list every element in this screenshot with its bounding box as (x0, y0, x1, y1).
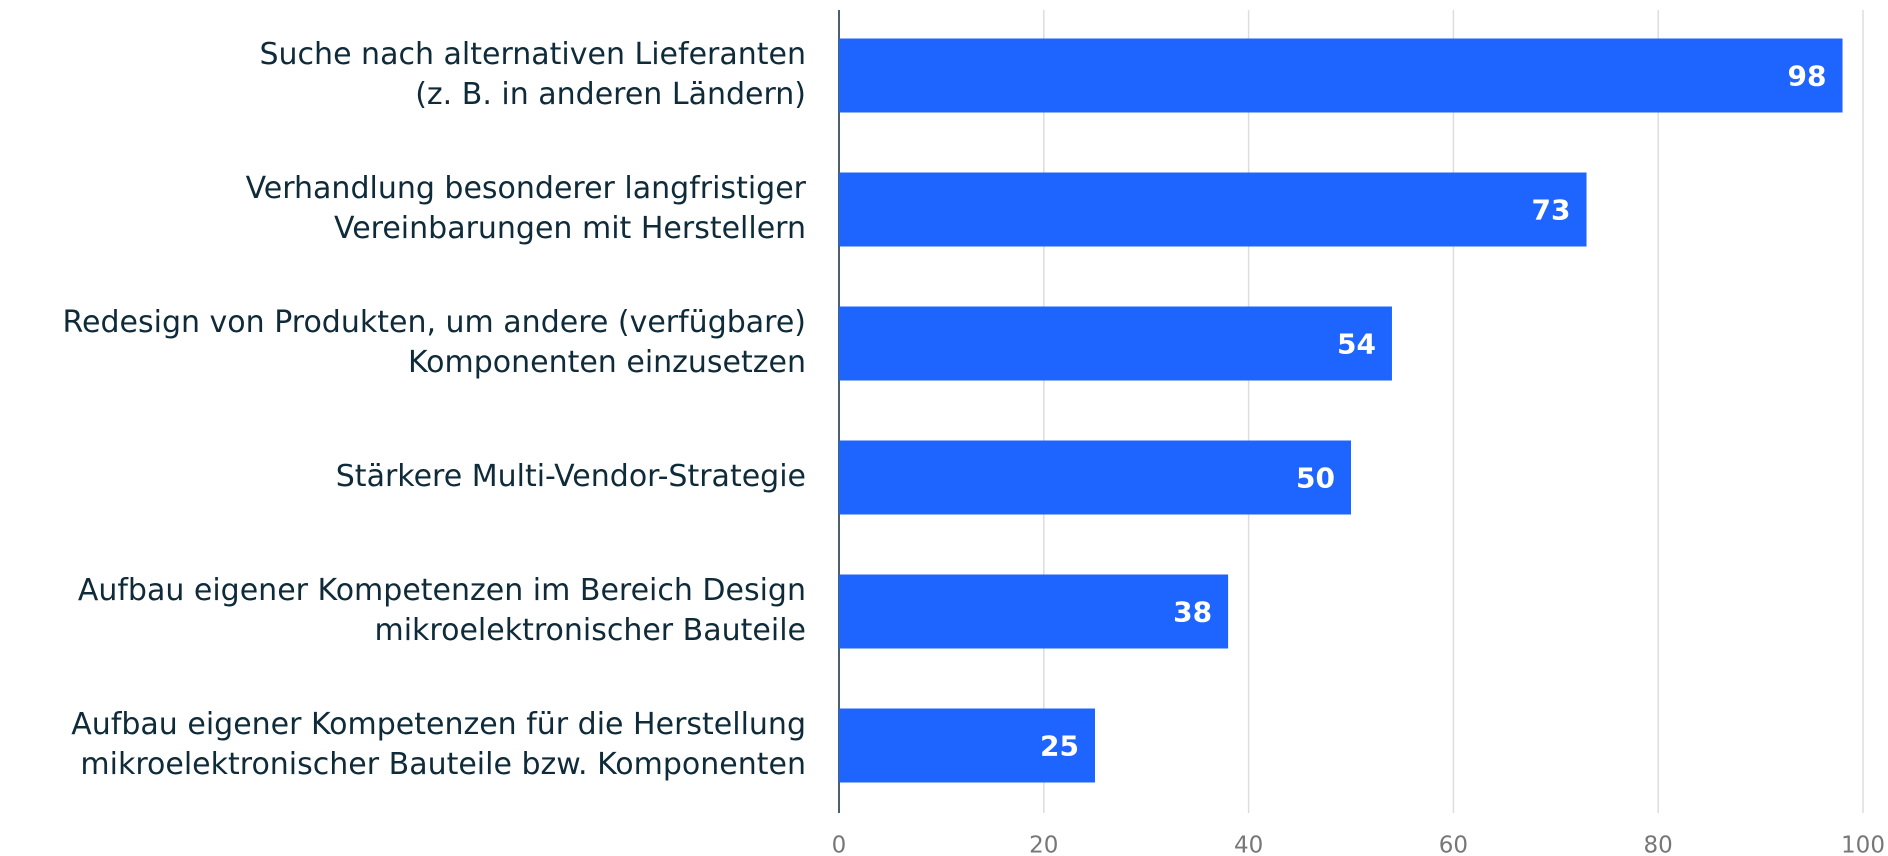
value-label: 73 (1532, 194, 1571, 227)
category-label: Vereinbarungen mit Herstellern (334, 211, 806, 246)
value-label: 25 (1040, 730, 1079, 763)
category-label: Redesign von Produkten, um andere (verfü… (63, 305, 806, 340)
category-label: Stärkere Multi-Vendor-Strategie (336, 459, 806, 494)
category-label: Komponenten einzusetzen (408, 345, 806, 380)
x-tick-label: 20 (1029, 833, 1058, 856)
category-label: mikroelektronischer Bauteile (374, 613, 806, 648)
x-tick-label: 100 (1841, 833, 1885, 856)
bar (839, 38, 1843, 113)
category-label: (z. B. in anderen Ländern) (415, 77, 806, 112)
value-label: 50 (1296, 462, 1335, 495)
value-label: 54 (1337, 328, 1376, 361)
x-tick-label: 0 (832, 833, 847, 856)
value-label: 38 (1173, 596, 1212, 629)
value-label: 98 (1788, 60, 1827, 93)
x-tick-label: 60 (1439, 833, 1468, 856)
x-tick-label: 40 (1234, 833, 1263, 856)
category-label: Aufbau eigener Kompetenzen im Bereich De… (78, 573, 806, 608)
category-label: Aufbau eigener Kompetenzen für die Herst… (71, 707, 806, 742)
category-label: Suche nach alternativen Lieferanten (260, 37, 807, 72)
bar (839, 172, 1587, 247)
category-label: mikroelektronischer Bauteile bzw. Kompon… (80, 747, 806, 782)
bar (839, 574, 1229, 649)
bar (839, 306, 1392, 381)
bar (839, 440, 1351, 515)
category-label: Verhandlung besonderer langfristiger (246, 171, 807, 206)
bar (839, 708, 1095, 783)
x-tick-label: 80 (1644, 833, 1673, 856)
